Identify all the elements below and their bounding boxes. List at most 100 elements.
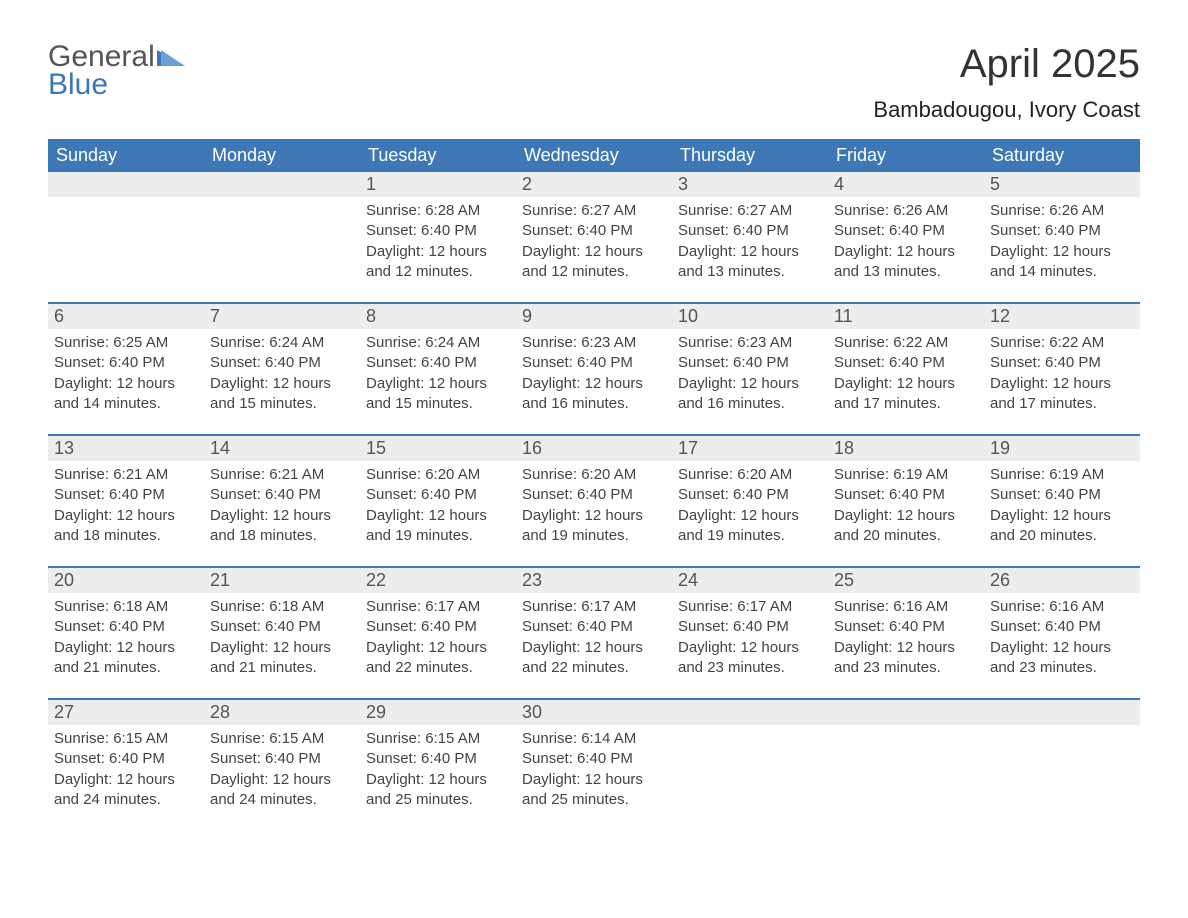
day-number: 17 <box>672 436 828 461</box>
day-body: Sunrise: 6:24 AMSunset: 6:40 PMDaylight:… <box>360 329 516 420</box>
day-number: 22 <box>360 568 516 593</box>
sunrise-line: Sunrise: 6:23 AM <box>678 333 822 353</box>
daylight-line: Daylight: 12 hours and 16 minutes. <box>678 374 822 415</box>
daylight-line: Daylight: 12 hours and 12 minutes. <box>366 242 510 283</box>
weekday-header: Friday <box>828 139 984 172</box>
daylight-line: Daylight: 12 hours and 19 minutes. <box>366 506 510 547</box>
logo: General Blue <box>48 42 185 100</box>
day-number: 11 <box>828 304 984 329</box>
sunset-line: Sunset: 6:40 PM <box>210 353 354 373</box>
sunrise-line: Sunrise: 6:18 AM <box>210 597 354 617</box>
daylight-line: Daylight: 12 hours and 23 minutes. <box>990 638 1134 679</box>
day-body: Sunrise: 6:20 AMSunset: 6:40 PMDaylight:… <box>672 461 828 552</box>
sunset-line: Sunset: 6:40 PM <box>210 485 354 505</box>
sunrise-line: Sunrise: 6:21 AM <box>210 465 354 485</box>
sunset-line: Sunset: 6:40 PM <box>834 353 978 373</box>
calendar-day-cell: 12Sunrise: 6:22 AMSunset: 6:40 PMDayligh… <box>984 304 1140 434</box>
daylight-line: Daylight: 12 hours and 17 minutes. <box>990 374 1134 415</box>
day-body: Sunrise: 6:16 AMSunset: 6:40 PMDaylight:… <box>984 593 1140 684</box>
day-number: 14 <box>204 436 360 461</box>
sunset-line: Sunset: 6:40 PM <box>834 221 978 241</box>
logo-triangle-icon <box>157 46 185 66</box>
day-body: Sunrise: 6:17 AMSunset: 6:40 PMDaylight:… <box>360 593 516 684</box>
day-body: Sunrise: 6:22 AMSunset: 6:40 PMDaylight:… <box>828 329 984 420</box>
calendar-day-cell: 7Sunrise: 6:24 AMSunset: 6:40 PMDaylight… <box>204 304 360 434</box>
daylight-line: Daylight: 12 hours and 24 minutes. <box>210 770 354 811</box>
daylight-line: Daylight: 12 hours and 21 minutes. <box>210 638 354 679</box>
sunset-line: Sunset: 6:40 PM <box>366 749 510 769</box>
daylight-line: Daylight: 12 hours and 20 minutes. <box>834 506 978 547</box>
sunrise-line: Sunrise: 6:15 AM <box>210 729 354 749</box>
calendar-week-row: 6Sunrise: 6:25 AMSunset: 6:40 PMDaylight… <box>48 304 1140 434</box>
calendar-day-cell: 26Sunrise: 6:16 AMSunset: 6:40 PMDayligh… <box>984 568 1140 698</box>
daylight-line: Daylight: 12 hours and 12 minutes. <box>522 242 666 283</box>
daylight-line: Daylight: 12 hours and 16 minutes. <box>522 374 666 415</box>
calendar-day-cell: 15Sunrise: 6:20 AMSunset: 6:40 PMDayligh… <box>360 436 516 566</box>
day-body: Sunrise: 6:15 AMSunset: 6:40 PMDaylight:… <box>360 725 516 816</box>
sunrise-line: Sunrise: 6:22 AM <box>990 333 1134 353</box>
day-body: Sunrise: 6:17 AMSunset: 6:40 PMDaylight:… <box>516 593 672 684</box>
calendar-day-cell: 25Sunrise: 6:16 AMSunset: 6:40 PMDayligh… <box>828 568 984 698</box>
day-number: 28 <box>204 700 360 725</box>
day-body: Sunrise: 6:20 AMSunset: 6:40 PMDaylight:… <box>516 461 672 552</box>
calendar-day-cell: 29Sunrise: 6:15 AMSunset: 6:40 PMDayligh… <box>360 700 516 830</box>
sunset-line: Sunset: 6:40 PM <box>522 617 666 637</box>
sunset-line: Sunset: 6:40 PM <box>366 485 510 505</box>
weekday-header: Monday <box>204 139 360 172</box>
sunset-line: Sunset: 6:40 PM <box>678 485 822 505</box>
day-number: 8 <box>360 304 516 329</box>
sunrise-line: Sunrise: 6:24 AM <box>210 333 354 353</box>
calendar-day-cell: 4Sunrise: 6:26 AMSunset: 6:40 PMDaylight… <box>828 172 984 302</box>
sunrise-line: Sunrise: 6:15 AM <box>366 729 510 749</box>
day-body: Sunrise: 6:18 AMSunset: 6:40 PMDaylight:… <box>204 593 360 684</box>
calendar-day-cell <box>48 172 204 302</box>
daylight-line: Daylight: 12 hours and 22 minutes. <box>522 638 666 679</box>
header: General Blue April 2025 Bambadougou, Ivo… <box>48 42 1140 133</box>
day-number: 3 <box>672 172 828 197</box>
daylight-line: Daylight: 12 hours and 24 minutes. <box>54 770 198 811</box>
sunset-line: Sunset: 6:40 PM <box>366 221 510 241</box>
sunset-line: Sunset: 6:40 PM <box>678 617 822 637</box>
daylight-line: Daylight: 12 hours and 19 minutes. <box>522 506 666 547</box>
sunrise-line: Sunrise: 6:24 AM <box>366 333 510 353</box>
day-body: Sunrise: 6:19 AMSunset: 6:40 PMDaylight:… <box>984 461 1140 552</box>
weekday-header: Saturday <box>984 139 1140 172</box>
calendar-day-cell: 10Sunrise: 6:23 AMSunset: 6:40 PMDayligh… <box>672 304 828 434</box>
title-block: April 2025 Bambadougou, Ivory Coast <box>873 42 1140 133</box>
day-number: 25 <box>828 568 984 593</box>
calendar-day-cell: 19Sunrise: 6:19 AMSunset: 6:40 PMDayligh… <box>984 436 1140 566</box>
calendar-day-cell: 3Sunrise: 6:27 AMSunset: 6:40 PMDaylight… <box>672 172 828 302</box>
sunset-line: Sunset: 6:40 PM <box>522 353 666 373</box>
sunset-line: Sunset: 6:40 PM <box>54 749 198 769</box>
daylight-line: Daylight: 12 hours and 23 minutes. <box>678 638 822 679</box>
sunrise-line: Sunrise: 6:15 AM <box>54 729 198 749</box>
sunrise-line: Sunrise: 6:20 AM <box>366 465 510 485</box>
weekday-header: Tuesday <box>360 139 516 172</box>
day-number <box>828 700 984 725</box>
sunset-line: Sunset: 6:40 PM <box>210 749 354 769</box>
calendar-day-cell <box>984 700 1140 830</box>
sunrise-line: Sunrise: 6:20 AM <box>678 465 822 485</box>
day-body: Sunrise: 6:24 AMSunset: 6:40 PMDaylight:… <box>204 329 360 420</box>
sunset-line: Sunset: 6:40 PM <box>834 485 978 505</box>
calendar-day-cell: 14Sunrise: 6:21 AMSunset: 6:40 PMDayligh… <box>204 436 360 566</box>
sunset-line: Sunset: 6:40 PM <box>366 617 510 637</box>
daylight-line: Daylight: 12 hours and 14 minutes. <box>54 374 198 415</box>
day-number: 13 <box>48 436 204 461</box>
day-body: Sunrise: 6:18 AMSunset: 6:40 PMDaylight:… <box>48 593 204 684</box>
daylight-line: Daylight: 12 hours and 17 minutes. <box>834 374 978 415</box>
calendar-day-cell: 24Sunrise: 6:17 AMSunset: 6:40 PMDayligh… <box>672 568 828 698</box>
day-number <box>48 172 204 197</box>
calendar-day-cell: 30Sunrise: 6:14 AMSunset: 6:40 PMDayligh… <box>516 700 672 830</box>
weekday-header: Wednesday <box>516 139 672 172</box>
sunrise-line: Sunrise: 6:27 AM <box>522 201 666 221</box>
sunrise-line: Sunrise: 6:17 AM <box>678 597 822 617</box>
day-number: 30 <box>516 700 672 725</box>
daylight-line: Daylight: 12 hours and 13 minutes. <box>678 242 822 283</box>
daylight-line: Daylight: 12 hours and 15 minutes. <box>366 374 510 415</box>
sunset-line: Sunset: 6:40 PM <box>678 221 822 241</box>
day-number: 4 <box>828 172 984 197</box>
calendar-day-cell: 2Sunrise: 6:27 AMSunset: 6:40 PMDaylight… <box>516 172 672 302</box>
sunset-line: Sunset: 6:40 PM <box>990 221 1134 241</box>
sunrise-line: Sunrise: 6:19 AM <box>834 465 978 485</box>
